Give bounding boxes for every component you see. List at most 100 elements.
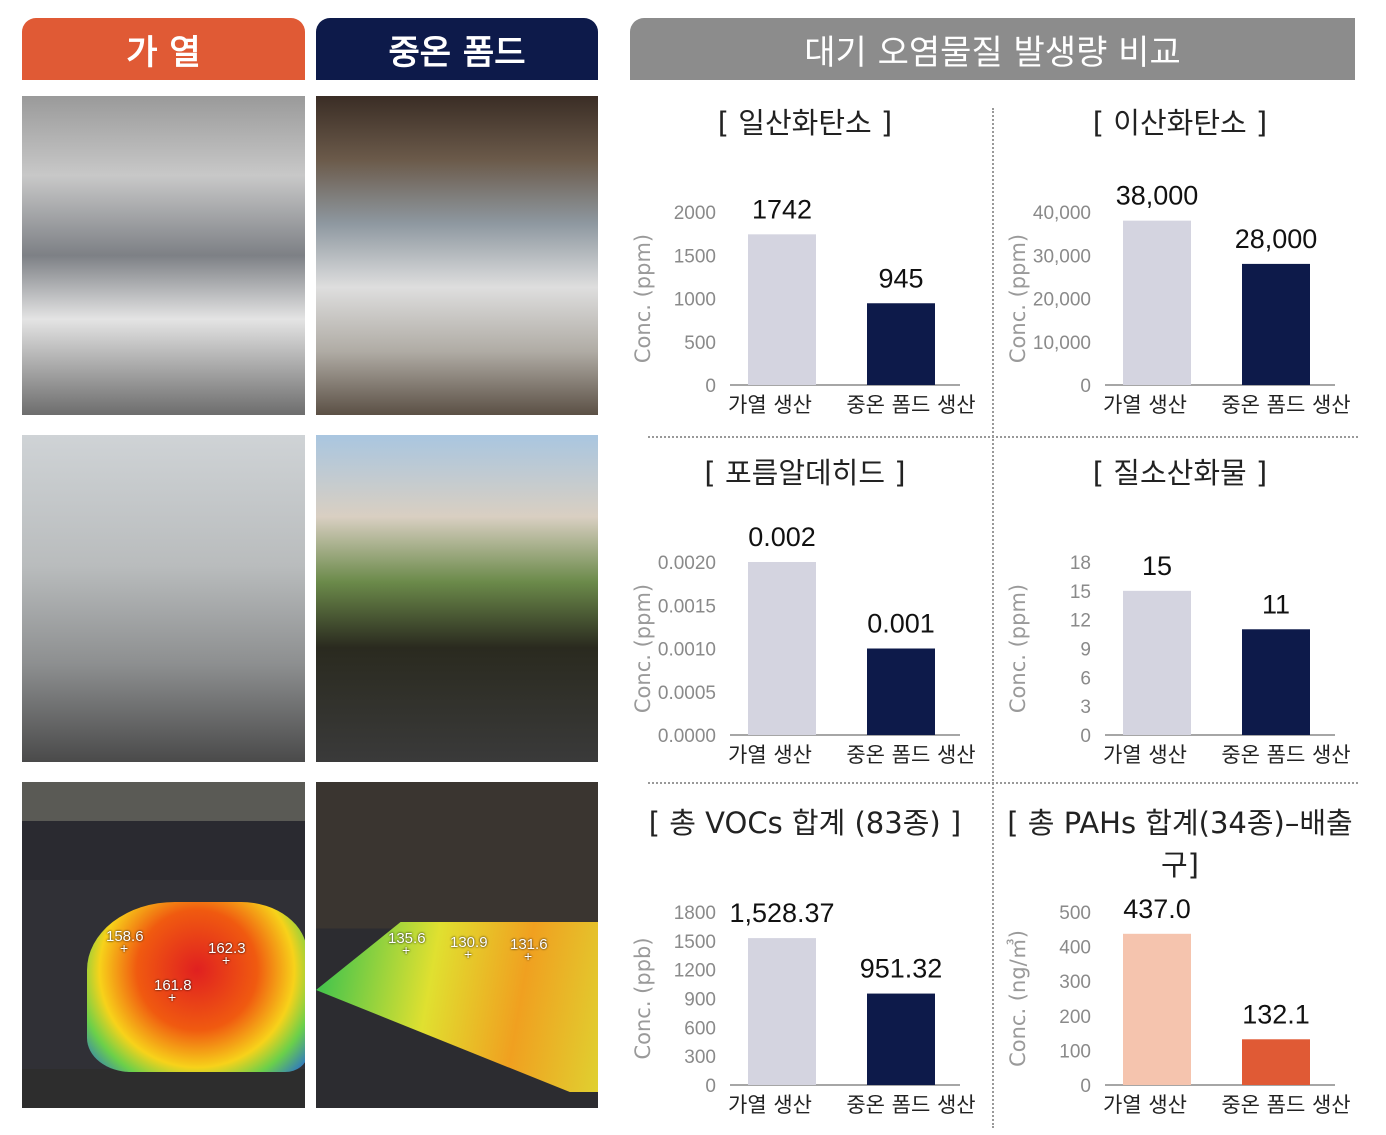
thermal-reading: 158.6 [106,928,144,956]
value-label: 0.002 [748,522,816,552]
y-tick-label: 1000 [674,290,716,311]
y-tick-label: 0 [1080,726,1091,747]
photo-paving-heating [22,435,305,762]
y-axis-label: Conc. (ppm) [1006,584,1030,713]
photo-thermal-warm-foam: 135.6 130.9 131.6 [316,782,598,1108]
chart-panel: [ 총 PAHs 합계(34종)–배출구] Conc. (ng/㎥) 0 100 200… [995,800,1365,1135]
y-tick-label: 6 [1080,668,1091,689]
bar [1242,1039,1310,1085]
bar [1242,629,1310,735]
bar [1123,590,1191,735]
y-tick-label: 12 [1070,611,1091,632]
x-category-label: 가열 생산 [1103,743,1187,767]
photo-truck-warm-foam [316,96,598,415]
y-tick-label: 10,000 [1033,333,1091,354]
y-tick-label: 300 [1059,972,1091,993]
y-axis-label: Conc. (ppm) [1006,234,1030,363]
thermal-reading: 130.9 [450,934,488,962]
y-tick-label: 300 [684,1047,716,1068]
y-tick-label: 3 [1080,697,1091,718]
value-label: 1742 [752,194,812,224]
y-tick-label: 9 [1080,640,1091,661]
y-tick-label: 1800 [674,903,716,924]
x-category-label: 중온 폼드 생산 [1221,1093,1350,1117]
bar [867,648,935,735]
y-tick-label: 0.0000 [658,726,716,747]
y-tick-label: 0 [705,376,716,397]
y-tick-label: 1500 [674,246,716,267]
chart-title: [ 이산화탄소 ] [1092,106,1268,140]
bar [748,938,816,1085]
y-tick-label: 0 [1080,376,1091,397]
thermal-reading: 135.6 [388,930,426,958]
y-tick-label: 40,000 [1033,203,1091,224]
value-label: 0.001 [867,609,935,639]
chart-title: [ 일산화탄소 ] [717,106,893,140]
y-tick-label: 18 [1070,553,1091,574]
y-tick-label: 30,000 [1033,246,1091,267]
y-tick-label: 0.0020 [658,553,716,574]
bar [748,234,816,385]
divider [648,782,1358,784]
x-category-label: 중온 폼드 생산 [1221,393,1350,417]
x-category-label: 중온 폼드 생산 [846,393,975,417]
y-axis-label: Conc. (ppb) [631,937,655,1059]
divider [992,108,994,1128]
y-tick-label: 2000 [674,203,716,224]
y-tick-label: 0 [1080,1076,1091,1097]
value-label: 132.1 [1242,999,1310,1029]
value-label: 1,528.37 [729,898,834,928]
chart-panel: [ 일산화탄소 ] Conc. (ppm) 0 500 1000 1500 2000 1742… [620,100,990,435]
y-tick-label: 500 [684,333,716,354]
header-warm-foam: 중온 폼드 [316,18,598,80]
y-axis-label: Conc. (ppm) [631,584,655,713]
y-tick-label: 900 [684,990,716,1011]
y-tick-label: 200 [1059,1007,1091,1028]
y-tick-label: 0.0010 [658,640,716,661]
x-category-label: 가열 생산 [1103,1093,1187,1117]
header-heating: 가 열 [22,18,305,80]
y-tick-label: 15 [1070,582,1091,603]
y-tick-label: 20,000 [1033,290,1091,311]
value-label: 11 [1262,589,1290,619]
y-tick-label: 400 [1059,938,1091,959]
divider [648,436,1358,438]
x-category-label: 가열 생산 [1103,393,1187,417]
value-label: 951.32 [860,954,943,984]
thermal-reading: 162.3 [208,940,246,968]
y-axis-label: Conc. (ng/㎥) [1006,930,1030,1067]
thermal-reading: 161.8 [154,977,192,1005]
y-tick-label: 0 [705,1076,716,1097]
value-label: 28,000 [1235,224,1318,254]
y-tick-label: 0.0005 [658,683,716,704]
y-tick-label: 1200 [674,961,716,982]
y-axis-label: Conc. (ppm) [631,234,655,363]
chart-title: [ 총 VOCs 합계 (83종) ] [648,806,962,840]
x-category-label: 중온 폼드 생산 [846,743,975,767]
chart-panel: [ 질소산화물 ] Conc. (ppm) 0 3 6 9 12 15 18 15 가열 생산 11 중… [995,450,1365,785]
bar [867,303,935,385]
x-category-label: 중온 폼드 생산 [846,1093,975,1117]
y-tick-label: 100 [1059,1041,1091,1062]
chart-title: [ 질소산화물 ] [1092,456,1268,490]
chart-panel: [ 이산화탄소 ] Conc. (ppm) 0 10,000 20,000 30,000 4… [995,100,1365,435]
bar [748,562,816,735]
x-category-label: 가열 생산 [728,743,812,767]
photo-thermal-heating: 158.6 162.3 161.8 [22,782,305,1108]
bar [1123,933,1191,1085]
y-tick-label: 600 [684,1018,716,1039]
chart-panel: [ 총 VOCs 합계 (83종) ] Conc. (ppb) 0 300 600 900… [620,800,990,1135]
bar [1242,263,1310,385]
value-label: 15 [1142,551,1172,581]
y-tick-label: 0.0015 [658,596,716,617]
value-label: 38,000 [1116,181,1199,211]
x-category-label: 중온 폼드 생산 [1221,743,1350,767]
photo-truck-heating [22,96,305,415]
bar [867,993,935,1085]
chart-title: [ 포름알데히드 ] [704,456,906,490]
y-tick-label: 500 [1059,903,1091,924]
value-label: 437.0 [1123,894,1191,924]
chart-panel: [ 포름알데히드 ] Conc. (ppm) 0.0000 0.0005 0.0010 0… [620,450,990,785]
photo-paving-warm-foam [316,435,598,762]
x-category-label: 가열 생산 [728,393,812,417]
